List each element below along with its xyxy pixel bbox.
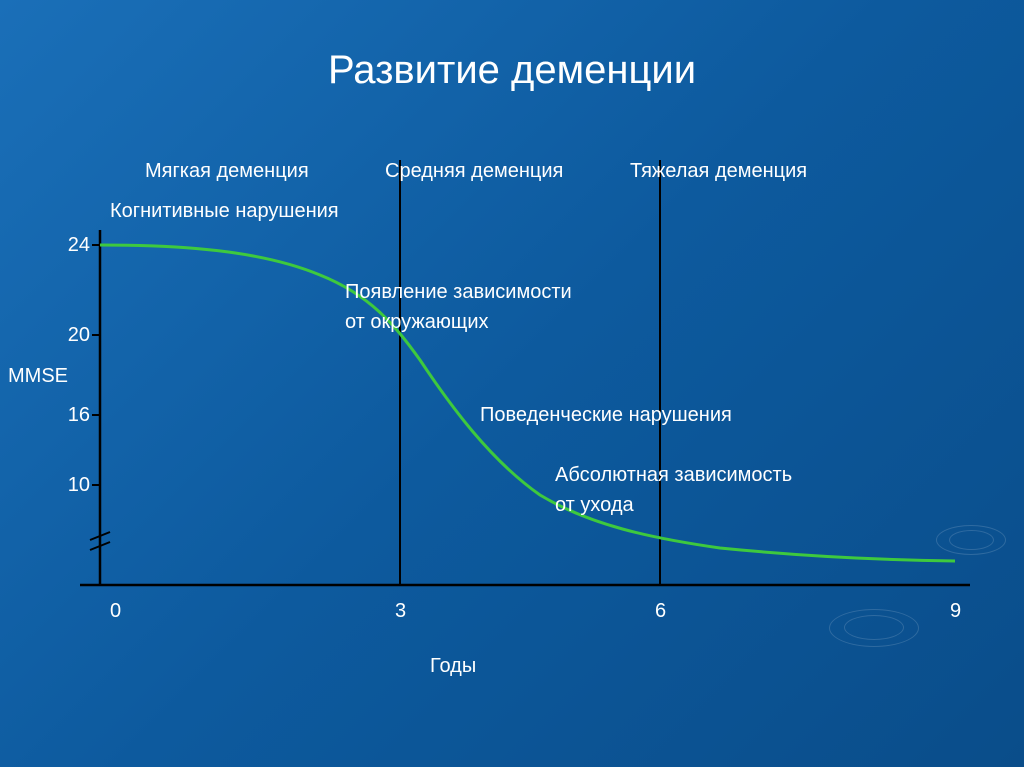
x-tick-9: 9 xyxy=(950,600,961,623)
annotation-dependency: Появление зависимости от окружающих xyxy=(345,277,572,337)
stage-label-severe: Тяжелая деменция xyxy=(630,160,807,183)
x-tick-6: 6 xyxy=(655,600,666,623)
chart-title: Развитие деменции xyxy=(0,0,1024,93)
x-tick-3: 3 xyxy=(395,600,406,623)
annotation-absolute: Абсолютная зависимость от ухода xyxy=(555,460,792,520)
annotation-line: Абсолютная зависимость xyxy=(555,464,792,486)
ripple-decoration xyxy=(936,525,1006,555)
annotation-line: от ухода xyxy=(555,494,634,516)
annotation-behavioral: Поведенческие нарушения xyxy=(480,400,732,430)
y-tick-16: 16 xyxy=(50,404,90,427)
annotation-line: Поведенческие нарушения xyxy=(480,404,732,426)
x-tick-0: 0 xyxy=(110,600,121,623)
subtitle-cognitive: Когнитивные нарушения xyxy=(110,200,339,223)
y-tick-10: 10 xyxy=(50,474,90,497)
stage-label-moderate: Средняя деменция xyxy=(385,160,563,183)
annotation-line: от окружающих xyxy=(345,311,489,333)
y-tick-24: 24 xyxy=(50,234,90,257)
y-axis-label: MMSE xyxy=(8,365,68,388)
stage-label-mild: Мягкая деменция xyxy=(145,160,309,183)
y-tick-20: 20 xyxy=(50,324,90,347)
chart-container: Мягкая деменция Средняя деменция Тяжелая… xyxy=(0,140,1024,700)
ripple-decoration xyxy=(829,609,919,647)
annotation-line: Появление зависимости xyxy=(345,281,572,303)
x-axis-label: Годы xyxy=(430,655,476,678)
